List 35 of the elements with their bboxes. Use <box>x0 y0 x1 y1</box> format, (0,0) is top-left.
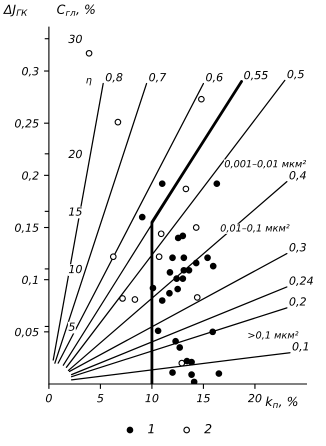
y-tick-label: 0,3 <box>22 67 38 77</box>
series-label: 0,6 <box>206 72 223 83</box>
x-tick-label: 5 <box>97 394 104 402</box>
y-tick-label: 0,1 <box>22 276 38 286</box>
legend-label: 2 <box>204 424 212 434</box>
series-label: 0,5 <box>287 70 304 80</box>
y2-tick-label: 10 <box>68 264 82 274</box>
x-tick-label: 10 <box>145 394 158 402</box>
series-label: 0,55 <box>244 70 268 80</box>
y-tick-label: 0,05 <box>14 328 39 338</box>
series-label: 0,2 <box>289 297 306 307</box>
y2-axis-title: C$_{гл}$, % <box>57 4 95 16</box>
series-label: 0,8 <box>106 72 122 83</box>
annotation: η <box>86 78 92 86</box>
x-tick-label: 0 <box>46 394 52 402</box>
y2-tick-label: 30 <box>68 34 82 44</box>
y-tick-label: 0,25 <box>14 119 39 129</box>
y-axis-title: ΔJ$_{ГК}$ <box>3 4 28 16</box>
series-label: 0,3 <box>289 243 306 253</box>
x-axis-title: k$_{п}$, % <box>266 396 298 408</box>
y-tick-label: 0,2 <box>22 171 38 181</box>
y2-tick-label: 5 <box>68 322 75 331</box>
y2-tick-label: 15 <box>68 207 82 216</box>
x-tick-label: 15 <box>196 394 210 402</box>
annotation: >0,1 мкм² <box>248 331 298 340</box>
annotation: 0,001–0,01 мкм² <box>224 160 306 168</box>
series-label: 0,7 <box>149 72 166 83</box>
series-label: 0,24 <box>289 276 313 286</box>
y2-tick-label: 20 <box>68 150 82 158</box>
y-tick-label: 0,15 <box>14 223 39 234</box>
annotation: 0,01–0,1 мкм² <box>220 224 290 233</box>
series-label: 0,1 <box>292 342 308 352</box>
x-tick-label: 20 <box>248 394 262 402</box>
series-label: 0,4 <box>289 171 306 181</box>
legend-label: 1 <box>148 424 154 434</box>
